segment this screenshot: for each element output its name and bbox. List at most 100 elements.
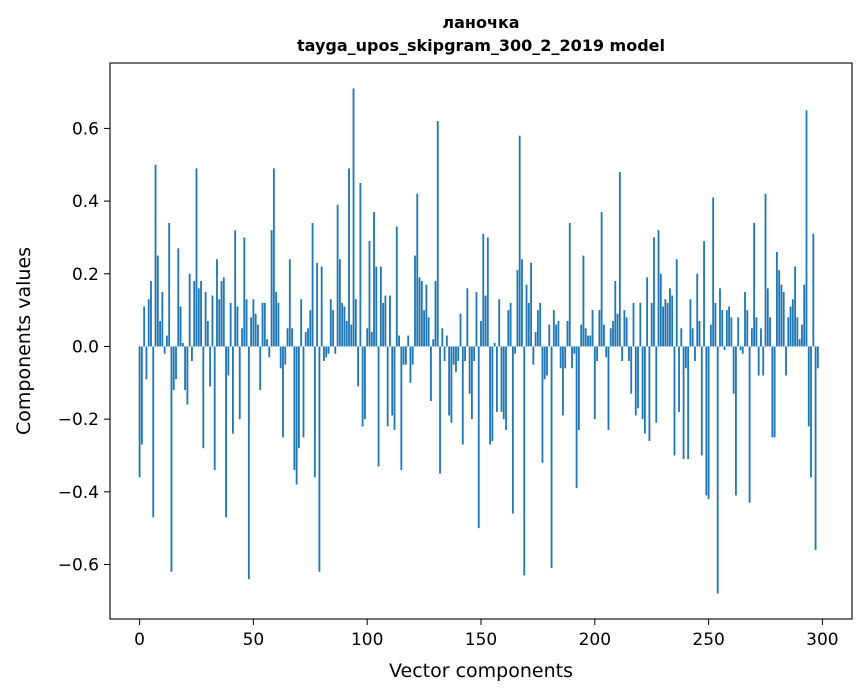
- bar: [810, 346, 812, 478]
- bar: [564, 346, 567, 369]
- bar: [780, 284, 783, 347]
- bar: [505, 346, 507, 431]
- bar: [750, 328, 753, 347]
- bar: [543, 346, 546, 380]
- bar: [227, 346, 230, 376]
- bar: [457, 346, 460, 361]
- bar: [571, 346, 573, 369]
- bar: [432, 339, 435, 347]
- bar: [703, 241, 705, 347]
- bar: [216, 259, 218, 347]
- bar: [684, 346, 687, 369]
- bar: [200, 281, 202, 347]
- bar: [150, 281, 152, 347]
- bar: [568, 222, 571, 347]
- bar: [805, 110, 808, 347]
- bar: [427, 317, 430, 347]
- bar: [516, 270, 519, 347]
- bar: [746, 310, 749, 347]
- bar: [395, 226, 398, 347]
- bar: [643, 346, 646, 434]
- bar: [404, 346, 407, 365]
- bar: [389, 295, 391, 347]
- bar: [628, 346, 630, 361]
- bar: [671, 295, 674, 347]
- bar: [593, 346, 596, 420]
- bar: [816, 346, 819, 369]
- bar: [391, 346, 394, 416]
- bar: [222, 277, 225, 347]
- bar: [336, 204, 339, 347]
- bar: [279, 346, 282, 369]
- bar: [757, 346, 760, 376]
- bar: [254, 313, 257, 347]
- bar: [728, 306, 730, 347]
- bar: [450, 346, 453, 423]
- bar: [464, 346, 466, 361]
- bar: [562, 346, 564, 416]
- bar: [609, 328, 612, 347]
- bar: [425, 284, 428, 347]
- bar: [345, 321, 348, 347]
- bar: [680, 328, 683, 347]
- bar: [165, 335, 168, 347]
- bar: [140, 346, 143, 445]
- bar: [143, 306, 146, 347]
- bar: [577, 346, 580, 431]
- bar: [452, 346, 455, 365]
- bar: [475, 291, 478, 347]
- bar: [186, 346, 189, 405]
- bar: [509, 302, 512, 347]
- bar: [468, 346, 471, 394]
- bar: [546, 346, 548, 376]
- bar: [648, 346, 651, 441]
- bar: [621, 346, 624, 361]
- bar: [236, 306, 239, 347]
- bar: [400, 346, 403, 471]
- bar: [316, 262, 319, 347]
- bar: [803, 284, 806, 347]
- bar: [341, 302, 344, 347]
- bar: [368, 241, 371, 347]
- bar: [646, 277, 649, 347]
- bar: [541, 346, 544, 463]
- bar: [714, 302, 717, 347]
- bar: [439, 346, 441, 474]
- bar: [755, 317, 758, 347]
- bar: [398, 335, 400, 347]
- bar: [580, 324, 583, 347]
- bar: [470, 346, 473, 420]
- bar: [259, 346, 262, 391]
- bar: [612, 321, 614, 347]
- x-tick-label: 50: [243, 630, 265, 650]
- bar: [655, 346, 658, 423]
- y-axis: −0.6 −0.4 −0.2 0.0 0.2 0.4 0.6: [58, 119, 110, 575]
- bar: [725, 310, 728, 347]
- y-tick-label: −0.6: [58, 555, 99, 575]
- bar: [375, 266, 378, 347]
- bar: [320, 266, 323, 347]
- bar: [402, 346, 405, 365]
- bar: [705, 346, 708, 496]
- bar: [712, 197, 715, 347]
- bar: [455, 346, 457, 372]
- bar: [168, 222, 171, 347]
- bar: [769, 317, 771, 347]
- bar: [764, 193, 767, 347]
- bar: [382, 302, 385, 347]
- chart-subtitle: tayga_upos_skipgram_300_2_2019 model: [297, 36, 665, 55]
- bar: [689, 299, 692, 347]
- bar: [304, 331, 307, 347]
- bar: [323, 346, 325, 361]
- bar: [675, 259, 678, 347]
- bar: [807, 346, 810, 427]
- bar: [445, 335, 448, 347]
- bar: [514, 346, 517, 354]
- bar: [480, 321, 482, 347]
- bar: [334, 346, 337, 354]
- bar: [691, 328, 694, 347]
- bar: [521, 259, 523, 347]
- bar: [302, 346, 305, 438]
- bar: [459, 313, 462, 347]
- bar: [814, 346, 817, 550]
